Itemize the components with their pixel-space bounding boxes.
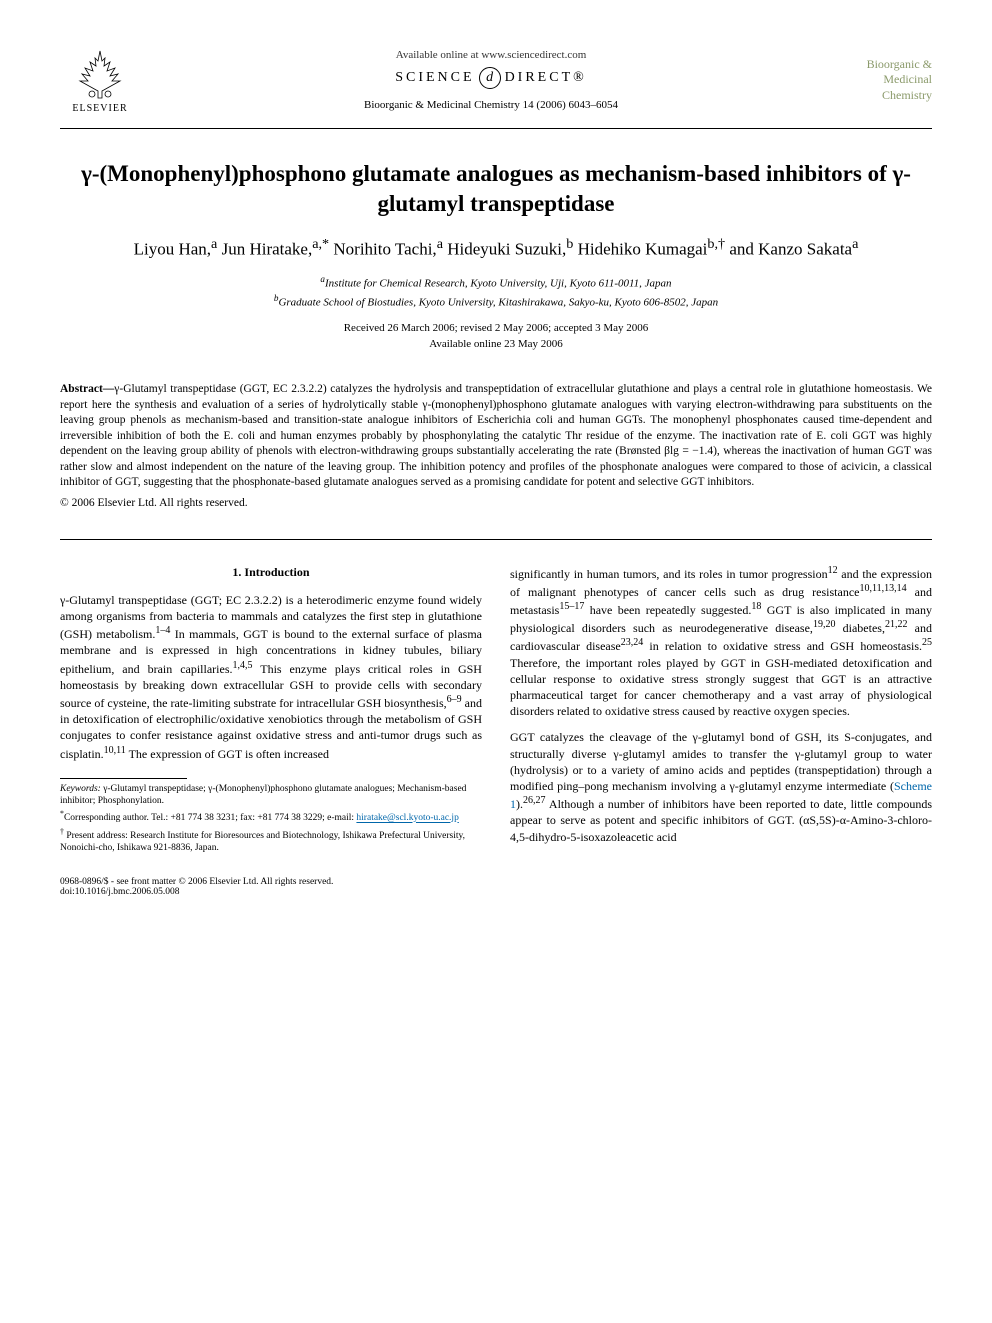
sd-d-icon: d xyxy=(479,67,501,89)
doi-line: doi:10.1016/j.bmc.2006.05.008 xyxy=(60,887,333,897)
header-divider xyxy=(60,128,932,129)
elsevier-label: ELSEVIER xyxy=(72,103,127,114)
abstract-text: γ-Glutamyl transpeptidase (GGT, EC 2.3.2… xyxy=(60,383,932,488)
received-date: Received 26 March 2006; revised 2 May 20… xyxy=(60,321,932,336)
science-direct-logo: SCIENCE d DIRECT® xyxy=(140,67,842,89)
section-1-heading: 1. Introduction xyxy=(60,564,482,580)
bottom-left-block: 0968-0896/$ - see front matter © 2006 El… xyxy=(60,877,333,897)
keywords-text: γ-Glutamyl transpeptidase; γ-(Monophenyl… xyxy=(60,784,466,806)
abstract-label: Abstract— xyxy=(60,383,114,395)
center-header: Available online at www.sciencedirect.co… xyxy=(140,49,842,111)
intro-para-right-1: significantly in human tumors, and its r… xyxy=(510,564,932,720)
intro-para-left: γ-Glutamyl transpeptidase (GGT; EC 2.3.2… xyxy=(60,592,482,762)
author-email-link[interactable]: hiratake@scl.kyoto-u.ac.jp xyxy=(356,814,458,824)
journal-logo-line3: Chemistry xyxy=(842,88,932,104)
available-date: Available online 23 May 2006 xyxy=(60,337,932,352)
affiliation-b: bGraduate School of Biostudies, Kyoto Un… xyxy=(60,292,932,311)
authors-list: Liyou Han,a Jun Hiratake,a,* Norihito Ta… xyxy=(60,235,932,261)
available-online-text: Available online at www.sciencedirect.co… xyxy=(140,49,842,61)
page-bottom-info: 0968-0896/$ - see front matter © 2006 El… xyxy=(60,877,932,897)
journal-reference: Bioorganic & Medicinal Chemistry 14 (200… xyxy=(140,99,842,111)
elsevier-logo: ELSEVIER xyxy=(60,40,140,120)
article-dates: Received 26 March 2006; revised 2 May 20… xyxy=(60,321,932,352)
front-matter-line: 0968-0896/$ - see front matter © 2006 El… xyxy=(60,877,333,887)
page-header: ELSEVIER Available online at www.science… xyxy=(60,40,932,120)
abstract-divider xyxy=(60,539,932,540)
footnote-separator xyxy=(60,778,187,779)
science-left: SCIENCE xyxy=(395,70,474,86)
left-column: 1. Introduction γ-Glutamyl transpeptidas… xyxy=(60,564,482,857)
elsevier-tree-icon xyxy=(70,46,130,101)
copyright-line: © 2006 Elsevier Ltd. All rights reserved… xyxy=(60,497,932,509)
keywords-label: Keywords: xyxy=(60,784,101,794)
right-column: significantly in human tumors, and its r… xyxy=(510,564,932,857)
affiliations: aInstitute for Chemical Research, Kyoto … xyxy=(60,273,932,311)
corresponding-author-footnote: *Corresponding author. Tel.: +81 774 38 … xyxy=(60,809,482,825)
abstract-block: Abstract—γ-Glutamyl transpeptidase (GGT,… xyxy=(60,382,932,491)
article-title: γ-(Monophenyl)phosphono glutamate analog… xyxy=(60,159,932,219)
journal-logo: Bioorganic & Medicinal Chemistry xyxy=(842,57,932,104)
intro-para-right-2: GGT catalyzes the cleavage of the γ-glut… xyxy=(510,729,932,844)
journal-logo-line1: Bioorganic & xyxy=(842,57,932,73)
present-address-footnote: † Present address: Research Institute fo… xyxy=(60,827,482,855)
journal-logo-line2: Medicinal xyxy=(842,72,932,88)
affiliation-a: aInstitute for Chemical Research, Kyoto … xyxy=(60,273,932,292)
science-right: DIRECT® xyxy=(505,70,587,86)
body-two-column: 1. Introduction γ-Glutamyl transpeptidas… xyxy=(60,564,932,857)
keywords-footnote: Keywords: γ-Glutamyl transpeptidase; γ-(… xyxy=(60,783,482,808)
footnotes-block: Keywords: γ-Glutamyl transpeptidase; γ-(… xyxy=(60,783,482,855)
